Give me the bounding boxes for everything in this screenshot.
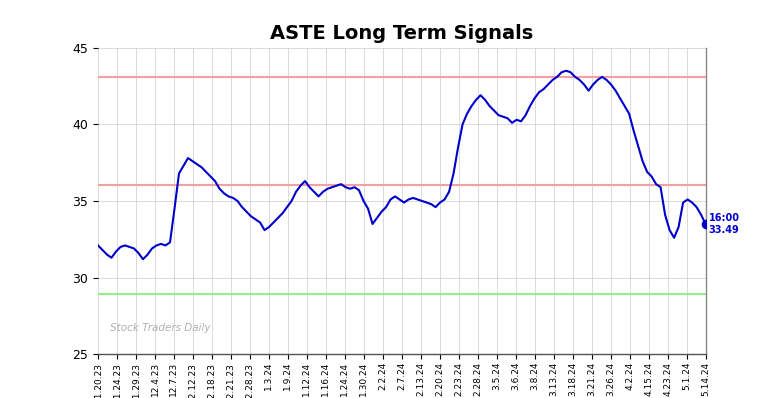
- Text: 16:00
33.49: 16:00 33.49: [709, 213, 739, 235]
- Point: [699, 221, 712, 227]
- Title: ASTE Long Term Signals: ASTE Long Term Signals: [270, 24, 533, 43]
- Text: Stock Traders Daily: Stock Traders Daily: [110, 323, 211, 333]
